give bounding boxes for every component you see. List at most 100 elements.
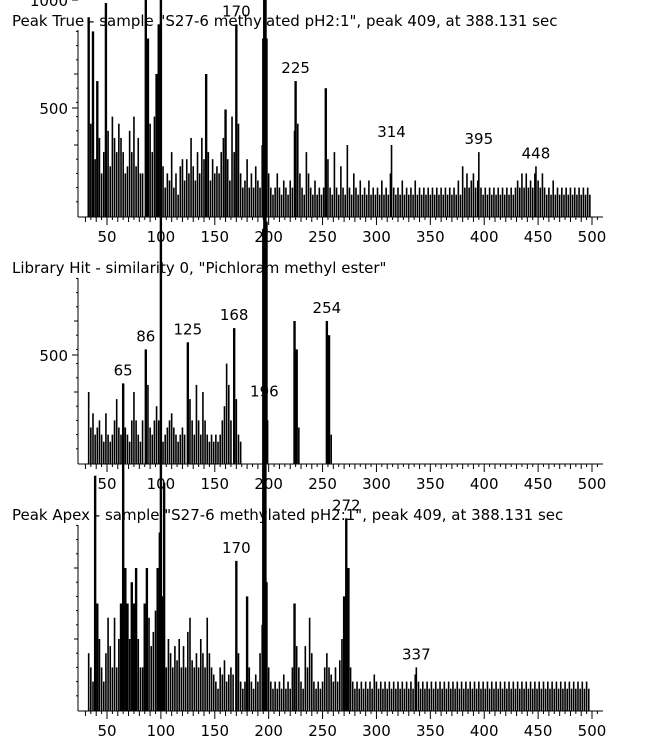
spectrum-peak	[296, 123, 299, 217]
spectrum-peak	[206, 617, 209, 711]
spectrum-peak	[554, 194, 557, 217]
spectrum-peak	[399, 688, 401, 711]
spectrum-peak	[564, 681, 566, 711]
spectrum-peak	[173, 427, 175, 464]
spectrum-peak	[128, 639, 131, 711]
spectrum-peak	[317, 681, 320, 711]
spectrum-peak	[381, 180, 383, 217]
spectrum-peak	[326, 653, 328, 711]
spectrum-peak	[369, 681, 371, 711]
spectrum-peak	[184, 667, 187, 711]
spectrum-peak	[135, 420, 137, 464]
spectrum-peak	[529, 180, 532, 217]
spectrum-peak	[183, 180, 186, 217]
spectrum-peak	[185, 159, 188, 217]
spectrum-peak	[403, 688, 406, 711]
spectrum-peak	[120, 137, 122, 217]
spectrum-peak	[270, 187, 272, 217]
spectrum-peak	[118, 123, 120, 217]
spectrum-peak	[165, 667, 168, 711]
spectrum-peak	[553, 688, 556, 711]
spectrum-peak	[405, 681, 408, 711]
spectrum-peak	[139, 173, 142, 217]
spectrum-peak	[305, 152, 308, 217]
spectrum-peak	[444, 187, 447, 217]
spectrum-peak	[427, 187, 429, 217]
spectrum-peak	[257, 180, 259, 217]
x-tick-label: 450	[524, 722, 553, 740]
spectrum-peak	[180, 667, 183, 711]
spectrum-peak	[516, 681, 519, 711]
spectrum-peak	[529, 681, 532, 711]
spectrum-peak	[162, 441, 164, 464]
spectrum-peak	[480, 688, 482, 711]
spectrum-peak	[211, 159, 214, 217]
spectrum-peak	[100, 173, 103, 217]
spectrum-peak	[390, 145, 393, 217]
spectrum-peak	[155, 74, 158, 217]
spectrum-peak	[467, 688, 469, 711]
spectrum-peak	[227, 384, 230, 464]
peak-label: 168	[220, 306, 249, 324]
peak-label: 65	[114, 361, 133, 379]
spectrum-peak	[319, 688, 322, 711]
spectrum-peak	[157, 420, 160, 464]
spectrum-peak	[433, 194, 436, 217]
spectrum-peak	[582, 187, 585, 217]
spectrum-peak	[216, 166, 218, 217]
x-tick-label: 300	[362, 475, 391, 493]
spectrum-peak	[385, 187, 387, 217]
spectrum-peak	[173, 187, 175, 217]
spectrum-peak	[584, 194, 587, 217]
spectrum-peak	[153, 116, 156, 217]
spectrum-peak	[170, 413, 173, 464]
spectrum-peak	[471, 688, 474, 711]
spectrum-peak	[87, 653, 90, 711]
spectrum-peak	[451, 194, 453, 217]
spectrum-peak	[464, 187, 466, 217]
x-tick-label: 150	[200, 475, 229, 493]
spectrum-peak	[90, 667, 92, 711]
spectrum-peak	[130, 582, 133, 711]
spectrum-peak	[285, 187, 287, 217]
spectrum-peak	[457, 180, 460, 217]
spectrum-peak	[341, 639, 343, 711]
spectrum-peak	[405, 187, 408, 217]
spectrum-peak	[336, 681, 339, 711]
spectrum-peak	[570, 688, 573, 711]
spectrum-peak	[450, 688, 452, 711]
spectrum-peak	[497, 187, 500, 217]
spectrum-peak	[357, 194, 359, 217]
spectrum-peak	[135, 166, 137, 217]
spectrum-peak	[145, 568, 149, 711]
spectrum-peak	[118, 639, 120, 711]
spectrum-peak	[183, 434, 186, 464]
spectrum-peak	[98, 137, 101, 217]
spectrum-peak	[164, 434, 166, 464]
spectrum-peak	[353, 173, 355, 217]
spectrum-peak	[440, 187, 442, 217]
spectrum-peak	[536, 688, 538, 711]
spectrum-peak	[219, 667, 221, 711]
spectrum-peak	[208, 653, 211, 711]
spectrum-peak	[324, 88, 327, 217]
spectrum-peak	[508, 681, 510, 711]
spectrum-peak	[120, 434, 122, 464]
spectrum-peak	[458, 688, 461, 711]
spectrum-peak	[558, 194, 561, 217]
spectrum-peak	[388, 681, 391, 711]
spectrum-peak	[384, 681, 386, 711]
spectrum-peak	[329, 187, 331, 217]
spectrum-peak	[157, 24, 160, 217]
x-tick-label: 350	[416, 475, 445, 493]
spectrum-peak	[518, 688, 521, 711]
spectrum-peak	[107, 434, 109, 464]
spectrum-peak	[109, 646, 112, 711]
spectrum-peak	[128, 441, 131, 464]
spectrum-peak	[248, 667, 251, 711]
spectrum-peak	[370, 194, 372, 217]
spectrum-peak	[166, 427, 169, 464]
x-tick-label: 200	[254, 722, 283, 740]
spectrum-panel-1: Peak True - sample "S27-6 methylated pH2…	[12, 0, 606, 246]
spectrum-peak	[212, 674, 215, 711]
